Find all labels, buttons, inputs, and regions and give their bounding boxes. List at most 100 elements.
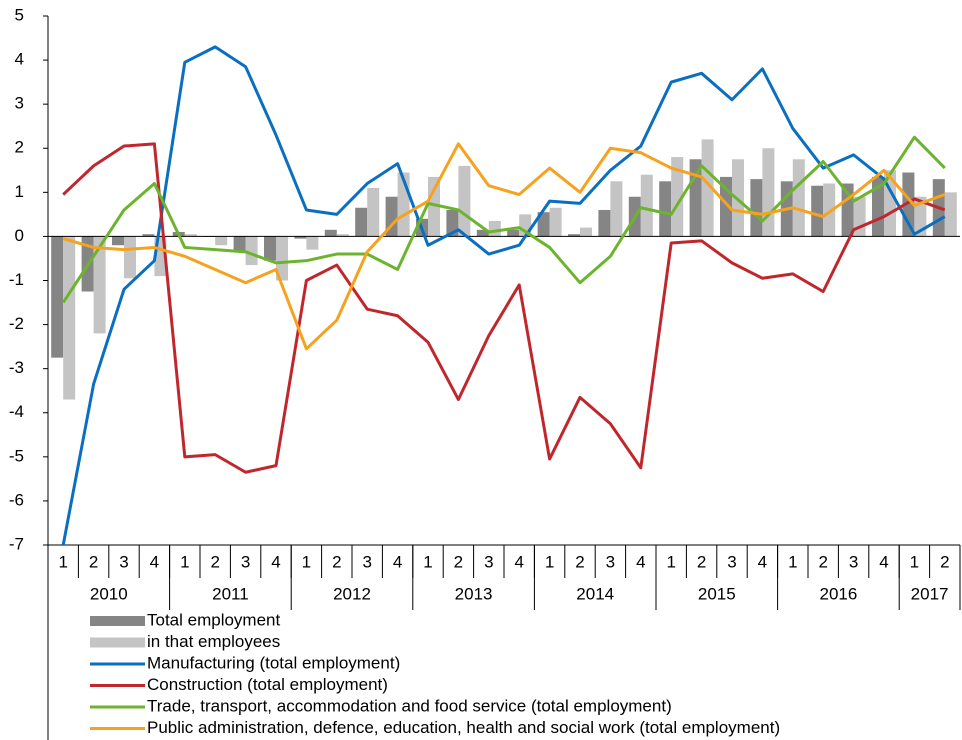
bar	[792, 159, 805, 237]
line-series	[61, 45, 946, 546]
x-group-label: 2012	[333, 584, 371, 603]
x-tick-label: 2	[575, 552, 584, 571]
bar	[142, 234, 155, 237]
bar	[659, 181, 672, 237]
legend-label: in that employees	[147, 632, 280, 651]
legend-label: Trade, transport, accommodation and food…	[147, 696, 672, 715]
x-tick-label: 4	[879, 552, 888, 571]
bar	[336, 234, 349, 237]
bar	[124, 236, 136, 279]
y-tick-label: 5	[15, 5, 24, 24]
y-tick-label: -5	[9, 446, 24, 465]
x-tick-label: 3	[241, 552, 250, 571]
x-group-label: 2013	[455, 584, 493, 603]
bar	[233, 236, 246, 252]
x-tick-label: 4	[393, 552, 402, 571]
bar	[306, 236, 319, 250]
bar	[823, 183, 836, 237]
bar	[51, 236, 64, 358]
bar	[458, 165, 471, 237]
x-tick-label: 1	[423, 552, 432, 571]
legend-swatch	[90, 637, 145, 648]
x-tick-label: 2	[697, 552, 706, 571]
x-tick-label: 4	[271, 552, 280, 571]
x-tick-label: 3	[849, 552, 858, 571]
legend-swatch	[90, 616, 145, 626]
line-series	[62, 142, 946, 474]
x-group-label: 2016	[819, 584, 857, 603]
y-tick-label: 0	[15, 226, 24, 245]
x-tick-label: 1	[788, 552, 797, 571]
bar	[762, 148, 775, 237]
y-tick-label: 2	[15, 138, 24, 157]
x-tick-label: 2	[332, 552, 341, 571]
bar	[944, 192, 957, 237]
bar	[476, 229, 489, 237]
bar	[184, 234, 197, 237]
bar	[580, 227, 592, 237]
y-tick-label: -6	[9, 490, 24, 509]
x-tick-label: 4	[150, 552, 159, 571]
legend-label: Construction (total employment)	[147, 675, 388, 694]
line-series	[61, 135, 946, 304]
bar	[324, 229, 337, 237]
x-tick-label: 3	[727, 552, 736, 571]
bar	[598, 209, 611, 237]
x-group-label: 2014	[576, 584, 614, 603]
bar	[63, 236, 76, 400]
bar	[537, 212, 550, 237]
x-tick-label: 3	[362, 552, 371, 571]
bar	[355, 207, 368, 237]
bar	[264, 236, 276, 261]
legend-label: Public administration, defence, educatio…	[147, 718, 780, 737]
x-group-label: 2017	[911, 584, 949, 603]
bar	[640, 174, 653, 237]
x-group-label: 2010	[90, 584, 128, 603]
bar	[568, 234, 580, 237]
bar	[367, 187, 380, 237]
y-tick-label: 4	[15, 50, 24, 69]
y-tick-label: 1	[15, 182, 24, 201]
y-tick-label: -7	[9, 534, 24, 553]
bar	[507, 229, 520, 237]
x-tick-label: 1	[545, 552, 554, 571]
bar	[245, 236, 258, 266]
x-tick-label: 2	[940, 552, 949, 571]
legend-label: Manufacturing (total employment)	[147, 653, 400, 672]
bar	[276, 236, 288, 281]
x-tick-label: 1	[666, 552, 675, 571]
x-tick-label: 2	[454, 552, 463, 571]
bar	[428, 176, 440, 237]
bar	[93, 236, 106, 334]
bar	[488, 220, 501, 237]
legend-label: Total employment	[147, 610, 281, 629]
x-group-label: 2011	[212, 584, 249, 603]
x-tick-label: 3	[119, 552, 128, 571]
y-tick-label: -3	[9, 358, 24, 377]
x-tick-label: 2	[818, 552, 827, 571]
x-tick-label: 4	[514, 552, 523, 571]
bar	[294, 236, 307, 239]
bar	[549, 207, 562, 237]
y-tick-label: 3	[15, 94, 24, 113]
x-tick-label: 1	[302, 552, 311, 571]
x-tick-label: 3	[484, 552, 493, 571]
x-group-label: 2015	[698, 584, 736, 603]
x-tick-label: 1	[58, 552, 67, 571]
y-tick-label: -1	[9, 270, 24, 289]
y-tick-label: -4	[9, 402, 24, 421]
x-tick-label: 1	[910, 552, 919, 571]
x-tick-label: 4	[758, 552, 767, 571]
bar	[671, 157, 684, 237]
y-tick-label: -2	[9, 314, 24, 333]
bar	[701, 139, 714, 237]
x-tick-label: 4	[636, 552, 645, 571]
bar	[914, 196, 927, 237]
line-series	[62, 142, 946, 351]
x-tick-label: 2	[89, 552, 98, 571]
bar	[811, 185, 824, 237]
x-tick-label: 3	[606, 552, 615, 571]
bar	[112, 236, 124, 246]
bar	[750, 179, 763, 237]
